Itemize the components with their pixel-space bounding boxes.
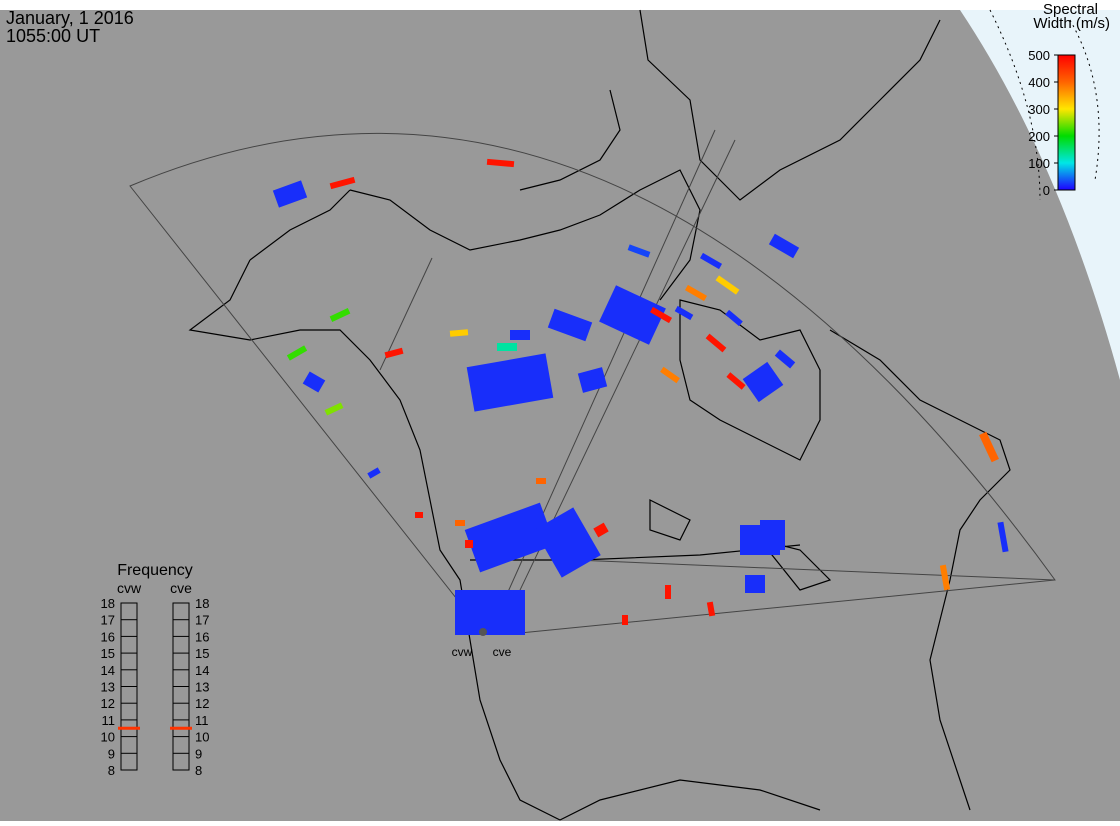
frequency-title: Frequency bbox=[117, 562, 193, 579]
frequency-tick-label: 11 bbox=[195, 713, 209, 728]
echo-cell bbox=[455, 590, 525, 635]
radar-site-marker bbox=[479, 628, 487, 636]
echo-cell bbox=[534, 507, 601, 578]
echo-cell bbox=[760, 520, 785, 550]
echo-cell bbox=[979, 431, 999, 463]
echo-cell bbox=[660, 366, 680, 384]
echo-cell bbox=[593, 522, 609, 538]
frequency-tick-label: 12 bbox=[195, 696, 209, 711]
frequency-tick-label: 9 bbox=[195, 746, 202, 761]
frequency-tick-label: 10 bbox=[101, 730, 115, 745]
echo-cell bbox=[774, 349, 796, 369]
echo-cell bbox=[577, 367, 608, 393]
frequency-tick-label: 15 bbox=[195, 646, 209, 661]
echo-cell bbox=[536, 478, 546, 484]
frequency-radar-label: cve bbox=[170, 580, 192, 596]
colorbar-tick-label: 400 bbox=[1028, 75, 1050, 90]
echo-cell bbox=[497, 343, 517, 351]
echo-cell bbox=[329, 308, 351, 322]
radar-site-label: cve bbox=[493, 645, 512, 659]
echo-cell bbox=[674, 305, 694, 321]
echo-cell bbox=[324, 402, 344, 416]
echo-cell bbox=[486, 158, 515, 168]
echo-cell bbox=[725, 309, 743, 327]
frequency-tick-label: 14 bbox=[101, 663, 115, 678]
frequency-tick-label: 10 bbox=[195, 730, 209, 745]
frequency-tick-label: 17 bbox=[101, 613, 115, 628]
frequency-tick-label: 16 bbox=[195, 629, 209, 644]
echo-cell bbox=[302, 371, 326, 393]
echo-cell bbox=[599, 285, 666, 345]
frequency-tick-label: 16 bbox=[101, 629, 115, 644]
frequency-tick-label: 9 bbox=[108, 746, 115, 761]
echo-cell bbox=[466, 353, 554, 412]
frequency-radar-label: cvw bbox=[117, 580, 142, 596]
echo-cell bbox=[649, 306, 673, 324]
colorbar-tick-label: 500 bbox=[1028, 48, 1050, 63]
radar-site-label: cvw bbox=[452, 645, 473, 659]
latitude-circle bbox=[1069, 19, 1100, 181]
echo-cell bbox=[768, 233, 800, 259]
frequency-tick-label: 17 bbox=[195, 613, 209, 628]
frequency-tick-label: 18 bbox=[195, 596, 209, 611]
colorbar-tick-label: 100 bbox=[1028, 156, 1050, 171]
echo-cell bbox=[699, 252, 723, 270]
echo-cell bbox=[715, 275, 740, 295]
frequency-tick-label: 18 bbox=[101, 596, 115, 611]
frequency-tick-label: 8 bbox=[195, 763, 202, 778]
daylight-region bbox=[960, 10, 1120, 380]
colorbar-title: Width (m/s) bbox=[1033, 15, 1110, 32]
frequency-tick-label: 11 bbox=[102, 713, 116, 728]
echo-cell bbox=[510, 330, 530, 340]
echo-cell bbox=[726, 372, 746, 390]
echo-cell bbox=[622, 615, 628, 625]
echo-cell bbox=[329, 176, 356, 190]
map-background bbox=[0, 10, 1120, 821]
echo-cell bbox=[684, 284, 708, 302]
echo-cell bbox=[286, 345, 308, 361]
frequency-tick-label: 13 bbox=[101, 680, 115, 695]
echo-cell bbox=[415, 512, 423, 518]
echo-cell bbox=[367, 467, 381, 479]
frequency-tick-label: 8 bbox=[108, 763, 115, 778]
echo-cell bbox=[465, 540, 473, 548]
echo-cell bbox=[449, 329, 469, 337]
echo-cell bbox=[939, 564, 951, 591]
echo-cell bbox=[464, 502, 556, 573]
colorbar-tick-label: 0 bbox=[1043, 183, 1050, 198]
echo-cell bbox=[742, 361, 784, 403]
colorbar-tick-label: 300 bbox=[1028, 102, 1050, 117]
echo-cell bbox=[705, 333, 727, 353]
date-label: January, 1 2016 bbox=[6, 8, 134, 28]
echo-cell bbox=[384, 347, 404, 359]
echo-cell bbox=[455, 520, 465, 526]
frequency-tick-label: 12 bbox=[101, 696, 115, 711]
colorbar bbox=[1057, 54, 1076, 191]
colorbar-tick-label: 200 bbox=[1028, 129, 1050, 144]
echo-cell bbox=[547, 308, 593, 342]
echo-cell bbox=[665, 585, 671, 599]
colorbar-title: Spectral bbox=[1043, 1, 1098, 18]
echo-cell bbox=[745, 575, 765, 593]
frequency-tick-label: 15 bbox=[101, 646, 115, 661]
frequency-tick-label: 14 bbox=[195, 663, 209, 678]
echo-cell bbox=[706, 601, 716, 617]
frequency-tick-label: 13 bbox=[195, 680, 209, 695]
echo-cell bbox=[627, 244, 651, 258]
echo-cell bbox=[997, 521, 1009, 553]
echo-cell bbox=[272, 180, 308, 208]
echo-layer bbox=[272, 158, 1009, 635]
time-label: 1055:00 UT bbox=[6, 26, 100, 46]
